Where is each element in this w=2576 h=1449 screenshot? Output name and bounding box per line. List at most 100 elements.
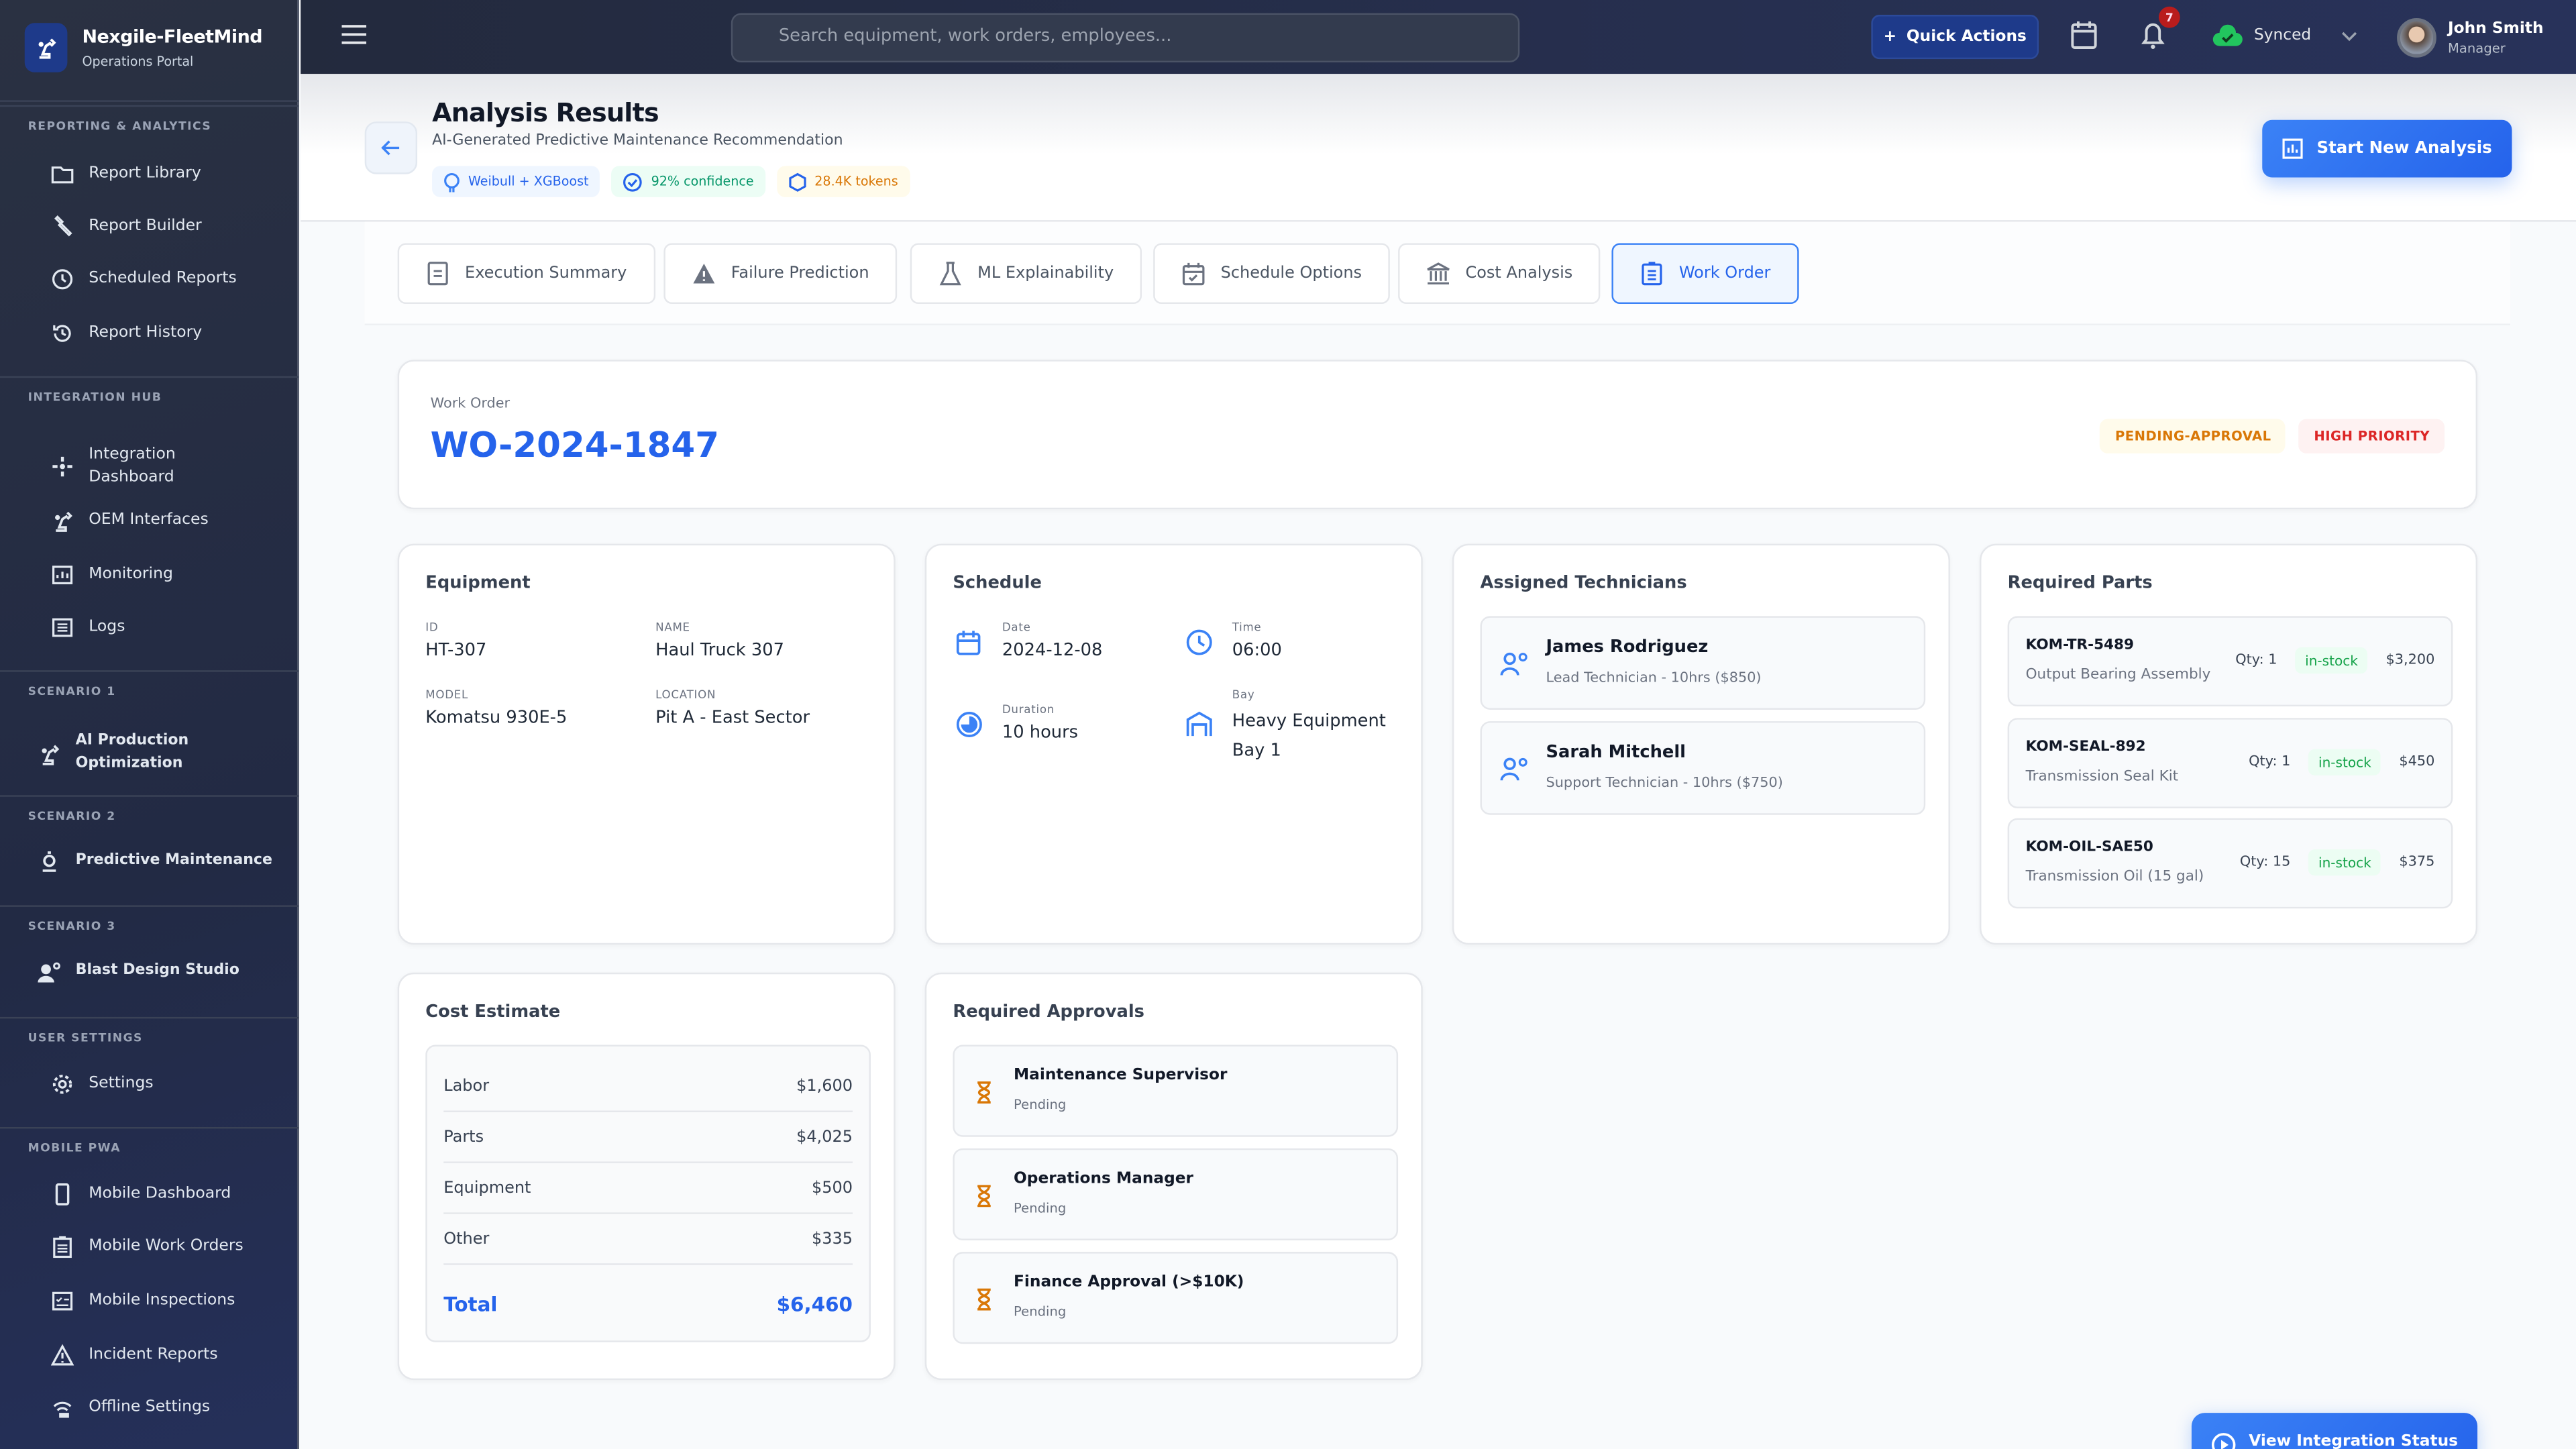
tab-failure-prediction[interactable]: Failure Prediction xyxy=(663,243,898,305)
sidebar-item-report-builder[interactable]: Report Builder xyxy=(49,215,202,239)
tab-icon xyxy=(1181,261,1206,286)
sidebar-item-mobile-inspections[interactable]: Mobile Inspections xyxy=(49,1289,235,1313)
tab-bar: Execution Summary Failure Prediction ML Ex… xyxy=(364,221,2511,325)
part-item[interactable]: KOM-OIL-SAE50 Transmission Oil (15 gal) … xyxy=(2007,818,2453,909)
tab-schedule-options[interactable]: Schedule Options xyxy=(1153,243,1390,305)
sync-status-label: Synced xyxy=(2254,26,2312,45)
sidebar-section-label: SCENARIO 3 xyxy=(28,920,116,934)
back-button[interactable] xyxy=(364,121,418,174)
phone-icon xyxy=(49,1183,75,1206)
tab-cost-analysis[interactable]: Cost Analysis xyxy=(1398,243,1601,305)
tab-label: Schedule Options xyxy=(1220,264,1362,283)
sync-status[interactable]: Synced xyxy=(2211,23,2357,48)
cube-icon xyxy=(788,172,806,191)
sidebar-item-oem-interfaces[interactable]: OEM Interfaces xyxy=(49,509,209,533)
sidebar-item-blast-design-studio[interactable]: Blast Design Studio xyxy=(36,961,239,984)
sidebar-item-incident-reports[interactable]: Incident Reports xyxy=(49,1344,218,1367)
schedule-time: 06:00 xyxy=(1232,641,1282,661)
robot-arm-icon xyxy=(49,510,75,533)
sidebar-item-label: Mobile Work Orders xyxy=(89,1237,244,1256)
total-value: $6,460 xyxy=(776,1293,853,1316)
divider xyxy=(0,905,299,907)
part-item[interactable]: KOM-TR-5489 Output Bearing Assembly Qty:… xyxy=(2007,616,2453,707)
sidebar-item-ai-production-optimization[interactable]: AI Production Optimization xyxy=(36,731,207,775)
card-title: Cost Estimate xyxy=(425,1002,561,1022)
sidebar-item-label: Mobile Dashboard xyxy=(89,1184,231,1203)
sidebar-item-scheduled-reports[interactable]: Scheduled Reports xyxy=(49,268,237,291)
tab-icon xyxy=(938,261,963,286)
approval-item[interactable]: Maintenance Supervisor Pending xyxy=(953,1044,1399,1137)
sidebar-item-monitoring[interactable]: Monitoring xyxy=(49,564,173,587)
sidebar-item-label: Incident Reports xyxy=(89,1345,218,1364)
tab-ml-explainability[interactable]: ML Explainability xyxy=(910,243,1142,305)
bell-icon[interactable] xyxy=(2141,19,2165,49)
clock-icon xyxy=(1186,629,1212,655)
view-integration-status-button[interactable]: View Integration Status xyxy=(2191,1413,2478,1449)
technician-icon xyxy=(1500,651,1529,677)
approvals-card: Required Approvals Maintenance Superviso… xyxy=(924,972,1423,1381)
sidebar-item-report-history[interactable]: Report History xyxy=(49,322,202,345)
sidebar-item-label: Offline Settings xyxy=(89,1398,211,1417)
arrow-left-icon xyxy=(381,140,400,156)
hamburger-menu-icon[interactable] xyxy=(341,25,367,44)
approval-item[interactable]: Finance Approval (>$10K) Pending xyxy=(953,1252,1399,1344)
field-label: Bay xyxy=(1232,688,1255,702)
cost-label: Labor xyxy=(443,1077,490,1095)
quick-actions-button[interactable]: + Quick Actions xyxy=(1871,15,2039,60)
start-new-analysis-button[interactable]: Start New Analysis xyxy=(2262,119,2512,178)
calendar-icon[interactable] xyxy=(2070,19,2098,49)
sidebar-item-offline-settings[interactable]: Offline Settings xyxy=(49,1397,210,1420)
sidebar-item-report-library[interactable]: Report Library xyxy=(49,162,201,186)
work-order-label: Work Order xyxy=(430,396,511,413)
technician-item[interactable]: James Rodriguez Lead Technician - 10hrs … xyxy=(1480,616,1926,710)
analysis-chips: Weibull + XGBoost 92% confidence 28.4K t… xyxy=(432,166,910,197)
part-price: $3,200 xyxy=(2385,652,2435,669)
brand[interactable]: Nexgile-FleetMind Operations Portal xyxy=(24,23,263,72)
model-chip: Weibull + XGBoost xyxy=(432,166,600,197)
technician-name: Sarah Mitchell xyxy=(1546,742,1686,763)
tokens-chip: 28.4K tokens xyxy=(776,166,910,197)
tab-label: Execution Summary xyxy=(465,264,627,283)
checklist-icon xyxy=(49,1290,75,1313)
approval-item[interactable]: Operations Manager Pending xyxy=(953,1148,1399,1240)
page-subtitle: AI-Generated Predictive Maintenance Reco… xyxy=(432,133,843,150)
cost-label: Equipment xyxy=(443,1179,531,1197)
cost-label: Other xyxy=(443,1230,490,1248)
tab-work-order[interactable]: Work Order xyxy=(1611,243,1799,305)
field-label: Duration xyxy=(1002,703,1055,716)
technician-item[interactable]: Sarah Mitchell Support Technician - 10hr… xyxy=(1480,721,1926,815)
sidebar: Nexgile-FleetMind Operations Portal REPOR… xyxy=(0,0,299,1449)
sidebar-item-predictive-maintenance[interactable]: Predictive Maintenance xyxy=(36,851,272,874)
tab-execution-summary[interactable]: Execution Summary xyxy=(397,243,655,305)
technician-detail: Support Technician - 10hrs ($750) xyxy=(1546,775,1783,792)
part-item[interactable]: KOM-SEAL-892 Transmission Seal Kit Qty: … xyxy=(2007,716,2453,808)
cost-value: $4,025 xyxy=(796,1128,853,1146)
duration-icon xyxy=(956,711,982,737)
avatar[interactable] xyxy=(2397,17,2436,58)
sidebar-item-label: Report Builder xyxy=(89,217,202,235)
card-title: Required Approvals xyxy=(953,1002,1144,1022)
sidebar-item-label: Scheduled Reports xyxy=(89,269,237,288)
page-title: Analysis Results xyxy=(432,98,659,129)
sidebar-item-label: Logs xyxy=(89,617,125,636)
part-name: Transmission Oil (15 gal) xyxy=(2025,869,2204,886)
cost-total-row: Total $6,460 xyxy=(443,1272,853,1338)
search-input[interactable]: Search equipment, work orders, employees… xyxy=(731,13,1520,63)
sidebar-section-label: MOBILE PWA xyxy=(28,1142,121,1155)
field-label: MODEL xyxy=(425,688,469,702)
card-title: Required Parts xyxy=(2007,573,2153,594)
part-name: Transmission Seal Kit xyxy=(2025,767,2179,785)
tab-label: Failure Prediction xyxy=(731,264,869,283)
schedule-card: Schedule Date 2024-12-08 Time 06:00 Dura… xyxy=(924,543,1423,945)
sidebar-item-mobile-dashboard[interactable]: Mobile Dashboard xyxy=(49,1183,231,1206)
sidebar-item-mobile-work-orders[interactable]: Mobile Work Orders xyxy=(49,1236,244,1259)
sidebar-item-integration-dashboard[interactable]: Integration Dashboard xyxy=(49,443,220,490)
sidebar-item-label: Blast Design Studio xyxy=(75,963,239,980)
sidebar-item-settings[interactable]: Settings xyxy=(49,1073,154,1096)
wrench-icon xyxy=(49,215,75,238)
cost-row: Equipment $500 xyxy=(443,1163,853,1214)
field-label: LOCATION xyxy=(655,688,716,702)
cost-label: Parts xyxy=(443,1128,484,1146)
worker-gear-icon xyxy=(36,961,62,984)
sidebar-item-logs[interactable]: Logs xyxy=(49,616,125,639)
